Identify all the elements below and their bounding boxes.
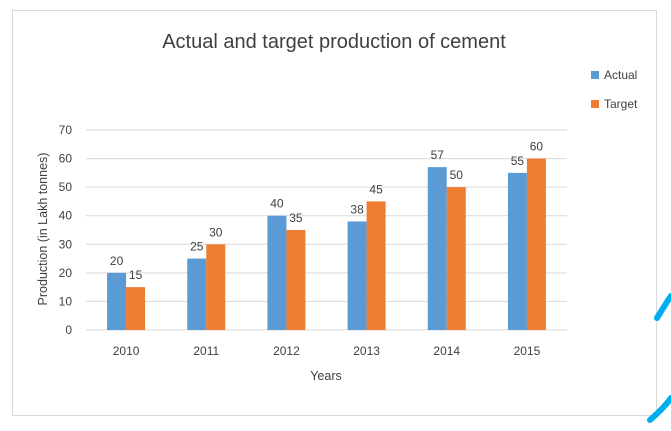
- bar-actual-2012: [267, 215, 287, 330]
- x-tick-label: 2013: [353, 344, 380, 358]
- legend-swatch-target: [591, 100, 599, 108]
- watermark-arc-top: [654, 293, 671, 321]
- data-label: 20: [110, 254, 124, 268]
- data-label: 40: [270, 197, 284, 211]
- bar-actual-2015: [507, 172, 527, 330]
- x-tick-label: 2010: [113, 344, 140, 358]
- chart-frame: [12, 10, 657, 416]
- x-axis-ticks: 2010 2011 2012 2013 2014 2015: [113, 344, 541, 358]
- bar-actual-2013: [347, 221, 367, 330]
- data-label: 60: [530, 140, 544, 154]
- y-tick-label: 20: [59, 266, 73, 280]
- y-tick-label: 70: [59, 123, 73, 137]
- y-tick-label: 60: [59, 152, 73, 166]
- bar-target-2012: [286, 230, 306, 330]
- y-tick-label: 40: [59, 209, 73, 223]
- chart-title: Actual and target production of cement: [162, 31, 506, 53]
- data-label: 38: [350, 202, 364, 216]
- bar-actual-2011: [187, 258, 207, 330]
- gridlines: [86, 129, 567, 331]
- data-labels: 20 15 25 30 40 35 38 45 57 50 55 60: [110, 140, 544, 283]
- data-label: 55: [511, 154, 525, 168]
- bar-target-2010: [126, 287, 146, 330]
- legend-label-target: Target: [604, 97, 638, 111]
- data-label: 15: [129, 268, 143, 282]
- legend-label-actual: Actual: [604, 68, 637, 82]
- bar-target-2011: [206, 244, 226, 330]
- y-tick-label: 10: [59, 294, 73, 308]
- data-label: 50: [450, 168, 464, 182]
- y-axis-ticks: 0 10 20 30 40 50 60 70: [59, 123, 73, 337]
- bar-target-2015: [526, 158, 546, 330]
- y-tick-label: 50: [59, 180, 73, 194]
- bar-target-2013: [366, 201, 386, 330]
- y-tick-label: 30: [59, 237, 73, 251]
- bar-actual-2014: [427, 167, 447, 330]
- data-label: 35: [289, 211, 303, 225]
- x-tick-label: 2011: [193, 344, 219, 358]
- bar-actual-2010: [107, 272, 127, 330]
- bars: [107, 158, 546, 330]
- x-axis-label: Years: [310, 369, 342, 383]
- y-tick-label: 0: [65, 323, 72, 337]
- watermark-arc-bottom: [647, 395, 671, 423]
- legend: Actual Target: [591, 68, 638, 111]
- legend-swatch-actual: [591, 71, 599, 79]
- data-label: 30: [209, 225, 223, 239]
- x-tick-label: 2015: [514, 344, 541, 358]
- data-label: 45: [369, 182, 383, 196]
- bar-target-2014: [446, 187, 466, 330]
- data-label: 57: [431, 148, 445, 162]
- y-axis-label: Production (in Lakh tonnes): [36, 153, 50, 306]
- data-label: 25: [190, 240, 204, 254]
- x-tick-label: 2014: [433, 344, 460, 358]
- x-tick-label: 2012: [273, 344, 300, 358]
